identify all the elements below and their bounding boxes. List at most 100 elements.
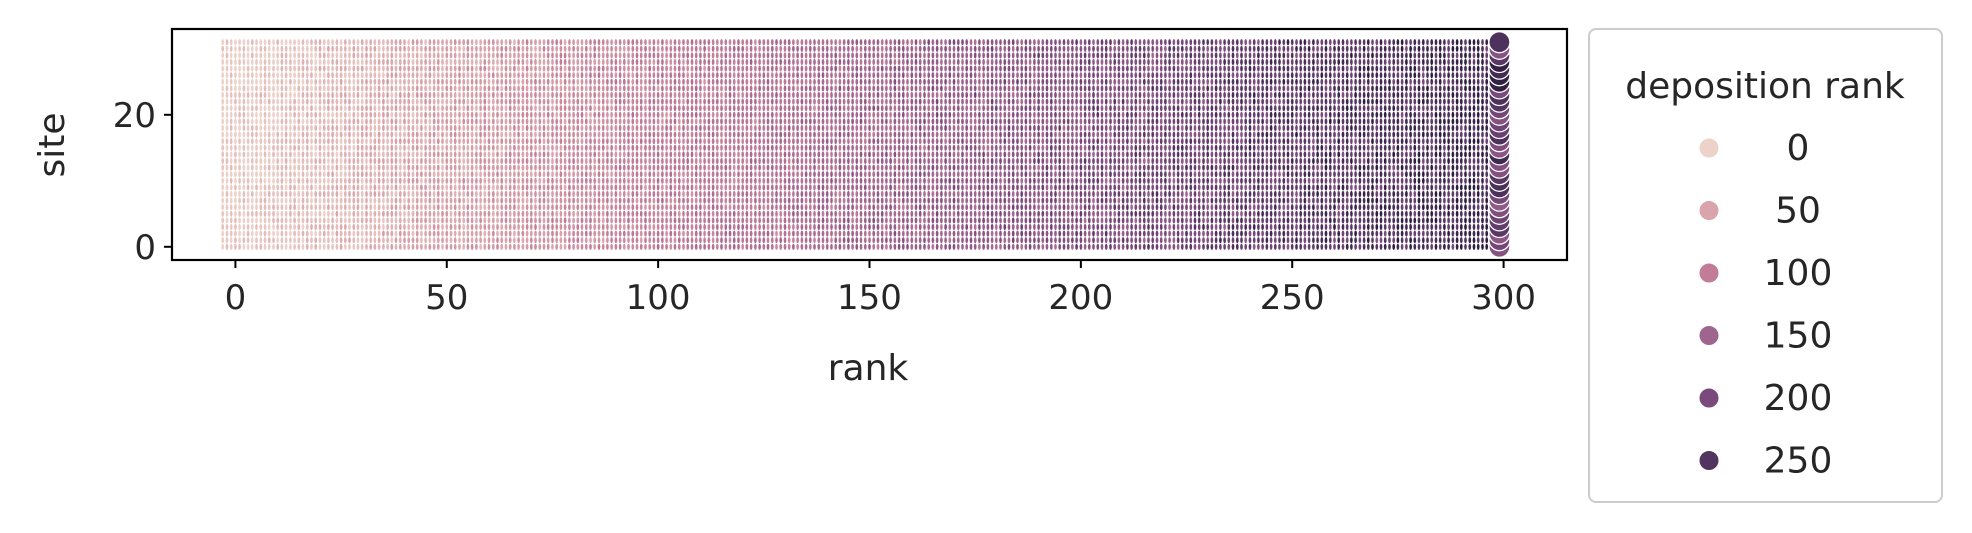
scatter-point xyxy=(453,190,458,198)
scatter-point xyxy=(1336,197,1341,205)
scatter-point xyxy=(461,203,466,211)
scatter-point xyxy=(677,230,682,238)
scatter-point xyxy=(267,223,272,231)
scatter-point xyxy=(1024,210,1028,218)
scatter-point xyxy=(423,216,428,224)
scatter-point xyxy=(622,216,627,224)
scatter-point xyxy=(309,177,314,185)
scatter-point xyxy=(1281,164,1286,172)
scatter-point xyxy=(622,190,627,198)
scatter-point xyxy=(707,150,711,158)
scatter-point xyxy=(288,150,293,158)
scatter-point xyxy=(884,190,889,198)
scatter-point xyxy=(280,203,284,211)
scatter-point xyxy=(935,144,939,152)
scatter-point xyxy=(973,170,978,178)
scatter-point xyxy=(960,170,965,178)
scatter-point xyxy=(301,177,305,185)
scatter-point xyxy=(1133,164,1138,172)
scatter-point xyxy=(652,183,656,191)
scatter-point xyxy=(1307,157,1311,165)
scatter-point xyxy=(1133,210,1138,218)
scatter-point xyxy=(901,203,906,211)
scatter-point xyxy=(440,203,445,211)
scatter-point xyxy=(804,236,808,244)
scatter-point xyxy=(639,170,644,178)
scatter-point xyxy=(1459,170,1464,178)
scatter-point xyxy=(914,190,918,198)
scatter-point xyxy=(1277,150,1282,158)
scatter-point xyxy=(1100,144,1104,152)
scatter-point xyxy=(525,236,529,244)
scatter-point xyxy=(931,230,935,238)
scatter-point xyxy=(360,203,365,211)
scatter-point xyxy=(474,170,479,178)
scatter-point xyxy=(330,137,335,145)
scatter-point xyxy=(220,210,225,218)
scatter-point xyxy=(233,223,238,231)
scatter-point xyxy=(876,197,880,205)
scatter-point xyxy=(1239,164,1244,172)
scatter-point xyxy=(1383,150,1388,158)
scatter-point xyxy=(1412,144,1417,152)
scatter-point xyxy=(220,177,225,185)
scatter-point xyxy=(643,236,648,244)
scatter-point xyxy=(1053,203,1058,211)
scatter-point xyxy=(846,243,851,251)
scatter-point xyxy=(829,157,834,165)
scatter-point xyxy=(1104,170,1109,178)
scatter-point xyxy=(1341,177,1345,185)
scatter-point xyxy=(905,177,910,185)
scatter-point xyxy=(947,230,952,238)
scatter-point xyxy=(1281,170,1286,178)
scatter-point xyxy=(1214,150,1218,158)
scatter-point xyxy=(296,216,301,224)
scatter-point xyxy=(1315,210,1320,218)
scatter-point xyxy=(305,190,310,198)
scatter-point xyxy=(368,230,373,238)
scatter-point xyxy=(1260,150,1265,158)
scatter-point xyxy=(389,190,394,198)
scatter-point xyxy=(1421,203,1426,211)
scatter-point xyxy=(618,203,622,211)
scatter-point xyxy=(626,243,631,251)
scatter-point xyxy=(1358,216,1362,224)
scatter-point xyxy=(301,137,305,145)
scatter-point xyxy=(1421,170,1426,178)
scatter-point xyxy=(1248,216,1252,224)
scatter-point xyxy=(1197,164,1202,172)
scatter-point xyxy=(702,177,707,185)
scatter-point xyxy=(783,177,787,185)
scatter-point xyxy=(1248,157,1252,165)
scatter-point xyxy=(360,230,365,238)
scatter-point xyxy=(821,150,825,158)
scatter-point xyxy=(1252,223,1257,231)
scatter-point xyxy=(229,190,234,198)
scatter-point xyxy=(1248,183,1252,191)
scatter-point xyxy=(1007,183,1011,191)
scatter-point xyxy=(1455,170,1459,178)
scatter-point xyxy=(1205,190,1210,198)
scatter-point xyxy=(453,164,458,172)
scatter-point xyxy=(1036,150,1041,158)
scatter-point xyxy=(804,137,808,145)
scatter-point xyxy=(1400,190,1404,198)
scatter-point xyxy=(626,230,631,238)
scatter-point xyxy=(846,216,851,224)
scatter-point xyxy=(588,170,593,178)
scatter-point xyxy=(778,190,783,198)
scatter-point xyxy=(905,170,910,178)
scatter-point xyxy=(808,203,813,211)
scatter-point xyxy=(1138,183,1142,191)
scatter-point xyxy=(466,197,470,205)
scatter-point xyxy=(863,164,868,172)
scatter-point xyxy=(263,190,267,198)
scatter-point xyxy=(453,183,458,191)
scatter-point xyxy=(656,197,660,205)
scatter-point xyxy=(288,197,293,205)
scatter-point xyxy=(296,230,301,238)
scatter-point xyxy=(233,197,238,205)
scatter-point xyxy=(389,164,394,172)
scatter-point xyxy=(816,157,821,165)
scatter-point xyxy=(242,197,246,205)
